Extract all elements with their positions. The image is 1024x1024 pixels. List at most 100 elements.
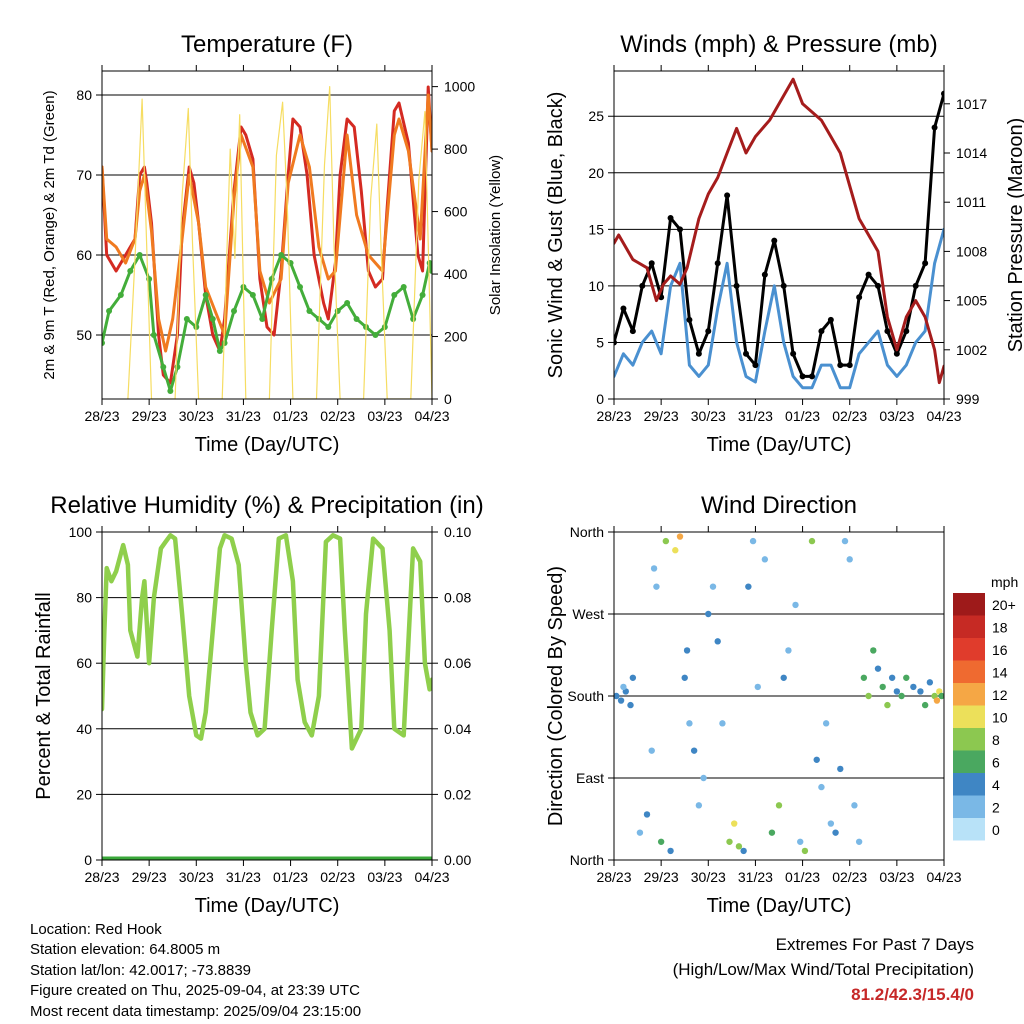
- series-point: [419, 292, 426, 298]
- direction-point: [822, 720, 830, 727]
- direction-point: [695, 802, 703, 809]
- panel-temperature: Temperature (F) 50 60 70 80 28/23 29/23 30/23 31…: [41, 31, 504, 456]
- direction-point: [884, 701, 891, 709]
- x-tick-label: 31/23: [226, 869, 261, 885]
- colorbar-swatch: [953, 773, 985, 796]
- direction-point: [797, 838, 804, 845]
- series-point: [620, 305, 627, 312]
- y2-tick-label: 0.08: [444, 590, 471, 606]
- y-tick-label: 20: [76, 786, 92, 802]
- series-point: [827, 316, 834, 323]
- direction-point: [700, 774, 707, 782]
- y-tick-label: 100: [69, 524, 93, 540]
- x-tick-label: 02/23: [320, 869, 355, 885]
- direction-point: [667, 847, 674, 855]
- series-point: [117, 292, 124, 298]
- series-point: [856, 294, 863, 301]
- panel-title: Winds (mph) & Pressure (mb): [620, 31, 937, 58]
- direction-point: [681, 674, 688, 681]
- series-point: [614, 339, 617, 346]
- colorbar-swatch: [953, 615, 985, 638]
- plot-frame: [101, 70, 433, 400]
- series-point: [400, 284, 407, 290]
- direction-point: [683, 647, 691, 654]
- direction-point: [846, 556, 853, 563]
- direction-point: [898, 692, 905, 700]
- x-axis-label: Time (Day/UTC): [707, 895, 852, 917]
- direction-point: [860, 674, 868, 681]
- direction-point: [745, 583, 752, 590]
- direction-point: [808, 537, 816, 545]
- series-point: [174, 364, 181, 370]
- series-point: [648, 260, 655, 267]
- series-gust: [614, 92, 944, 378]
- speed-colorbar: mph 20+ 18 16 14 12 10 8 6 4 2 0: [953, 574, 1018, 841]
- series-point: [426, 260, 432, 266]
- colorbar-swatch: [953, 728, 985, 751]
- x-tick-label: 01/23: [785, 869, 820, 885]
- series-point: [146, 276, 153, 282]
- series-point: [667, 215, 674, 222]
- colorbar-label: 6: [992, 755, 1000, 771]
- extremes-heading: Extremes For Past 7 Days: [775, 935, 974, 954]
- y2-tick-label: 600: [444, 204, 468, 220]
- y-tick-label: South: [567, 688, 604, 704]
- panel-direction: Wind DirectionNorthEastSouthWestNorth28/…: [545, 492, 962, 917]
- y2-tick-label: 0.04: [444, 721, 471, 737]
- x-tick-label: 03/23: [879, 408, 914, 424]
- series-point: [686, 316, 693, 323]
- series-point: [695, 350, 702, 357]
- series-point: [249, 292, 256, 298]
- station-latlon: Station lat/lon: 42.0017; -73.8839: [30, 961, 252, 979]
- series-point: [790, 350, 797, 357]
- direction-point: [648, 747, 655, 754]
- series-point: [771, 237, 778, 244]
- series-point: [922, 260, 929, 267]
- colorbar-label: 8: [992, 732, 1000, 748]
- y-tick-label: West: [572, 606, 604, 622]
- x-tick-label: 29/23: [132, 408, 167, 424]
- extremes-values: 81.2/42.3/15.4/0: [851, 985, 974, 1004]
- x-tick-label: 04/23: [926, 408, 961, 424]
- series-point: [102, 340, 105, 346]
- y-tick-label: 0: [596, 391, 604, 407]
- colorbar-swatch: [953, 795, 985, 818]
- series-point: [884, 328, 891, 335]
- x-tick-label: 03/23: [367, 408, 402, 424]
- y-tick-label: 0: [84, 852, 92, 868]
- direction-point: [714, 638, 721, 645]
- series-point: [160, 364, 167, 370]
- series-point: [846, 362, 853, 369]
- direction-point: [893, 688, 901, 695]
- series-point: [941, 90, 944, 97]
- direction-point: [735, 843, 743, 850]
- y2-tick-label: 1005: [956, 293, 987, 309]
- colorbar-label: 20+: [992, 597, 1016, 613]
- y-tick-label: North: [570, 524, 604, 540]
- series-point: [837, 362, 844, 369]
- colorbar-label: 18: [992, 620, 1008, 636]
- panel-title: Temperature (F): [181, 31, 353, 58]
- y2-tick-label: 1011: [956, 194, 986, 210]
- series-point: [724, 192, 731, 199]
- x-tick-label: 03/23: [367, 869, 402, 885]
- series-point: [931, 124, 938, 131]
- plot-area: [102, 533, 432, 860]
- direction-point: [851, 802, 858, 809]
- series-point: [705, 328, 712, 335]
- y-tick-label: East: [576, 770, 604, 786]
- series-point: [231, 308, 237, 314]
- direction-point: [643, 811, 651, 818]
- y2-tick-label: 0.02: [444, 786, 471, 802]
- x-tick-label: 29/23: [132, 869, 167, 885]
- plot-area: [102, 85, 432, 399]
- series-point: [150, 332, 157, 338]
- x-tick-label: 30/23: [691, 408, 726, 424]
- series-point: [799, 373, 806, 380]
- direction-point: [933, 697, 941, 704]
- colorbar-label: 14: [992, 665, 1008, 681]
- series-point: [391, 292, 398, 298]
- x-tick-label: 28/23: [596, 869, 631, 885]
- direction-point: [768, 829, 776, 836]
